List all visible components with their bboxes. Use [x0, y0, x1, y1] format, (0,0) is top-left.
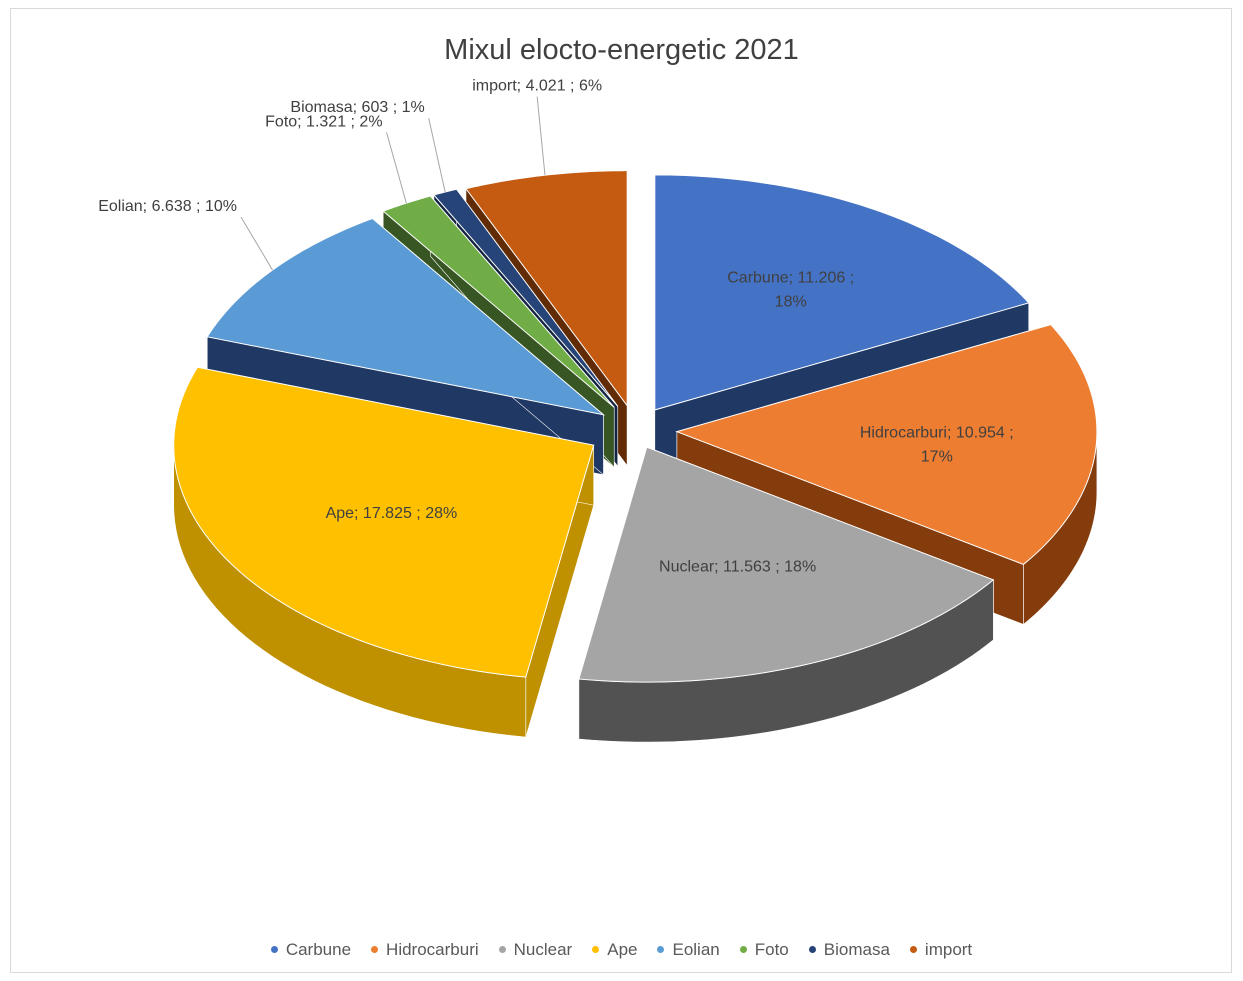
legend-marker: [657, 946, 665, 954]
legend-marker: [592, 946, 600, 954]
slice-foto: [382, 195, 615, 408]
data-label-carbune: Carbune; 11.206 ; 18%: [727, 269, 854, 310]
leader-line-biomasa: [428, 118, 446, 193]
legend-label: Biomasa: [823, 940, 890, 959]
legend-marker: [498, 946, 506, 954]
legend-item-biomasa: Biomasa: [808, 940, 890, 960]
pie-tops: [173, 170, 1098, 683]
legend-label: Hidrocarburi: [386, 940, 479, 959]
legend-label: Carbune: [285, 940, 352, 959]
legend: Carbune Hidrocarburi Nuclear Ape Eolian Foto B…: [0, 940, 1243, 960]
slice-nuclear: [578, 446, 995, 683]
legend-marker: [270, 946, 278, 954]
data-label-hidrocarburi: Hidrocarburi; 10.954 ; 17%: [860, 425, 1014, 466]
slice-import: [465, 170, 628, 408]
data-label-foto: Foto; 1.321 ; 2%: [265, 113, 382, 130]
legend-label: Nuclear: [513, 940, 573, 959]
legend-label: Foto: [754, 940, 789, 959]
data-label-ape: Ape; 17.825 ; 28%: [326, 505, 458, 522]
leader-line-import: [536, 96, 546, 176]
legend-marker: [808, 946, 816, 954]
slice-biomasa: [433, 188, 619, 407]
chart-title: Mixul elocto-energetic 2021: [444, 34, 799, 66]
data-label-eolian: Eolian; 6.638 ; 10%: [98, 198, 237, 215]
slice-carbune: [654, 174, 1030, 411]
data-labels: Carbune; 11.206 ; 18% Hidrocarburi; 10.954…: [98, 78, 1014, 576]
legend-label: Ape: [607, 940, 638, 959]
legend-item-import: import: [909, 940, 973, 960]
data-label-import: import; 4.021 ; 6%: [472, 78, 602, 95]
legend-label: Eolian: [672, 940, 720, 959]
leader-line-foto: [386, 132, 407, 204]
legend-item-nuclear: Nuclear: [498, 940, 573, 960]
legend-marker: [739, 946, 747, 954]
legend-marker: [371, 946, 379, 954]
legend-label: import: [924, 940, 973, 959]
leader-lines: [240, 96, 546, 271]
legend-item-foto: Foto: [739, 940, 789, 960]
data-label-nuclear: Nuclear; 11.563 ; 18%: [659, 559, 816, 576]
data-label-biomasa: Biomasa; 603 ; 1%: [290, 99, 424, 116]
leader-line-eolian: [240, 216, 273, 271]
slice-hidrocarburi: [675, 324, 1098, 565]
legend-item-eolian: Eolian: [657, 940, 720, 960]
slice-ape: [173, 366, 595, 678]
legend-item-carbune: Carbune: [270, 940, 352, 960]
legend-item-ape: Ape: [592, 940, 637, 960]
legend-marker: [909, 946, 917, 954]
legend-item-hidrocarburi: Hidrocarburi: [371, 940, 479, 960]
